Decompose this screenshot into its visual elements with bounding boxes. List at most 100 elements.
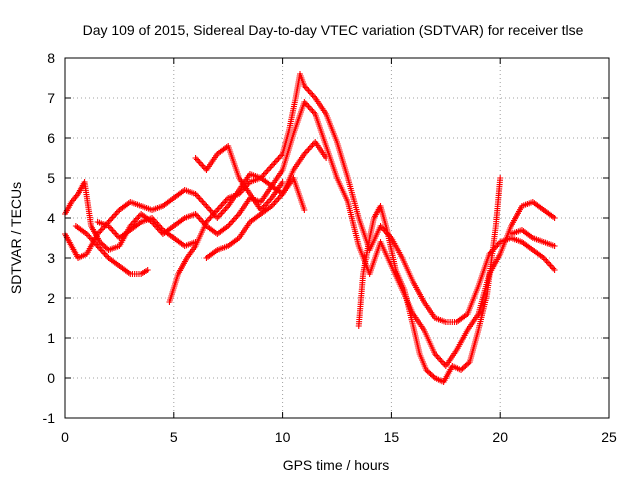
data-series-arc-8 xyxy=(355,175,504,385)
data-point-marker xyxy=(102,252,109,258)
data-point-marker xyxy=(199,198,206,205)
data-point-marker xyxy=(227,220,234,226)
data-point-marker xyxy=(547,262,554,269)
data-point-marker xyxy=(275,195,282,202)
data-point-marker xyxy=(215,213,222,220)
data-point-marker xyxy=(196,195,203,202)
y-tick-label: 4 xyxy=(47,210,55,226)
data-point-marker xyxy=(305,87,312,94)
data-point-marker xyxy=(304,148,311,154)
data-point-marker xyxy=(551,215,558,221)
data-point-marker xyxy=(202,201,209,208)
data-point-marker xyxy=(301,207,308,213)
data-point-marker xyxy=(440,360,447,366)
data-point-marker xyxy=(306,145,313,151)
data-point-marker xyxy=(308,106,315,113)
data-point-marker xyxy=(427,371,434,377)
plot-frame xyxy=(64,57,610,419)
data-point-marker xyxy=(266,166,272,172)
data-point-marker xyxy=(272,158,279,165)
x-tick-label: 25 xyxy=(601,429,617,445)
data-point-marker xyxy=(279,179,286,185)
data-point-marker xyxy=(463,361,470,368)
data-point-marker xyxy=(199,162,206,169)
data-point-marker xyxy=(215,205,222,212)
x-axis-title: GPS time / hours xyxy=(283,457,390,473)
y-tick-label: -1 xyxy=(43,410,56,426)
data-point-marker xyxy=(108,216,115,222)
y-tick-label: 1 xyxy=(47,330,55,346)
data-point-marker xyxy=(86,234,93,240)
data-point-marker xyxy=(274,197,281,203)
data-point-marker xyxy=(112,230,119,237)
y-tick-label: 6 xyxy=(47,130,55,146)
data-point-marker xyxy=(437,357,444,363)
y-tick-label: 8 xyxy=(47,50,55,66)
data-point-marker xyxy=(438,358,445,365)
data-point-marker xyxy=(109,227,116,234)
data-point-marker xyxy=(306,89,313,95)
data-point-marker xyxy=(198,161,204,167)
data-point-marker xyxy=(267,164,274,171)
data-series-arc-3 xyxy=(72,223,151,277)
data-point-marker xyxy=(97,228,104,234)
data-point-marker xyxy=(206,206,213,212)
y-axis-title: SDTVAR / TECUs xyxy=(8,182,24,294)
data-point-marker xyxy=(305,146,312,153)
y-tick-label: 7 xyxy=(47,90,55,106)
data-point-marker xyxy=(218,210,225,217)
data-point-marker xyxy=(192,155,199,161)
data-series-arc-7 xyxy=(94,215,199,249)
y-tick-label: 5 xyxy=(47,170,55,186)
data-point-marker xyxy=(271,160,278,166)
data-point-marker xyxy=(229,218,236,225)
data-point-marker xyxy=(219,209,226,215)
axis-ticks: 0 5 10 15 20 25 -1 0 1 2 3 4 5 6 7 8 xyxy=(43,50,617,445)
data-point-marker xyxy=(551,267,558,273)
data-point-marker xyxy=(196,159,203,166)
data-point-marker xyxy=(221,199,228,206)
data-point-marker xyxy=(272,198,279,205)
data-point-marker xyxy=(271,200,278,206)
data-point-marker xyxy=(110,213,117,219)
data-point-marker xyxy=(200,164,207,170)
data-point-marker xyxy=(434,354,441,360)
data-point-marker xyxy=(304,102,311,108)
data-point-marker xyxy=(109,214,116,221)
data-point-marker xyxy=(546,261,553,267)
data-point-marker xyxy=(214,215,221,221)
data-point-marker xyxy=(110,229,117,235)
x-tick-label: 0 xyxy=(61,429,69,445)
data-point-marker xyxy=(548,264,555,270)
data-point-marker xyxy=(304,86,311,92)
data-point-marker xyxy=(144,267,151,273)
data-point-marker xyxy=(309,92,316,98)
y-tick-label: 3 xyxy=(47,250,55,266)
chart-title: Day 109 of 2015, Sidereal Day-to-day VTE… xyxy=(83,22,584,38)
data-point-marker xyxy=(222,206,229,212)
data-point-marker xyxy=(233,214,240,220)
data-point-marker xyxy=(276,194,283,200)
data-point-marker xyxy=(195,158,202,164)
data-series-arc-6 xyxy=(203,175,308,261)
data-point-marker xyxy=(308,143,315,150)
data-point-marker xyxy=(200,200,207,206)
data-point-marker xyxy=(204,204,211,211)
data-point-marker xyxy=(206,216,213,222)
data-point-marker xyxy=(429,372,436,379)
data-point-marker xyxy=(98,226,105,233)
data-point-marker xyxy=(203,203,210,209)
y-tick-label: 2 xyxy=(47,290,55,306)
data-point-marker xyxy=(261,170,268,177)
data-point-marker xyxy=(192,239,199,245)
data-point-marker xyxy=(219,201,226,207)
data-point-marker xyxy=(436,355,442,362)
data-point-marker xyxy=(264,167,271,174)
data-point-marker xyxy=(266,198,272,204)
data-point-marker xyxy=(275,155,282,162)
data-point-marker xyxy=(198,197,204,203)
data-point-marker xyxy=(550,265,557,272)
data-point-marker xyxy=(113,210,120,216)
data-point-marker xyxy=(193,156,200,163)
